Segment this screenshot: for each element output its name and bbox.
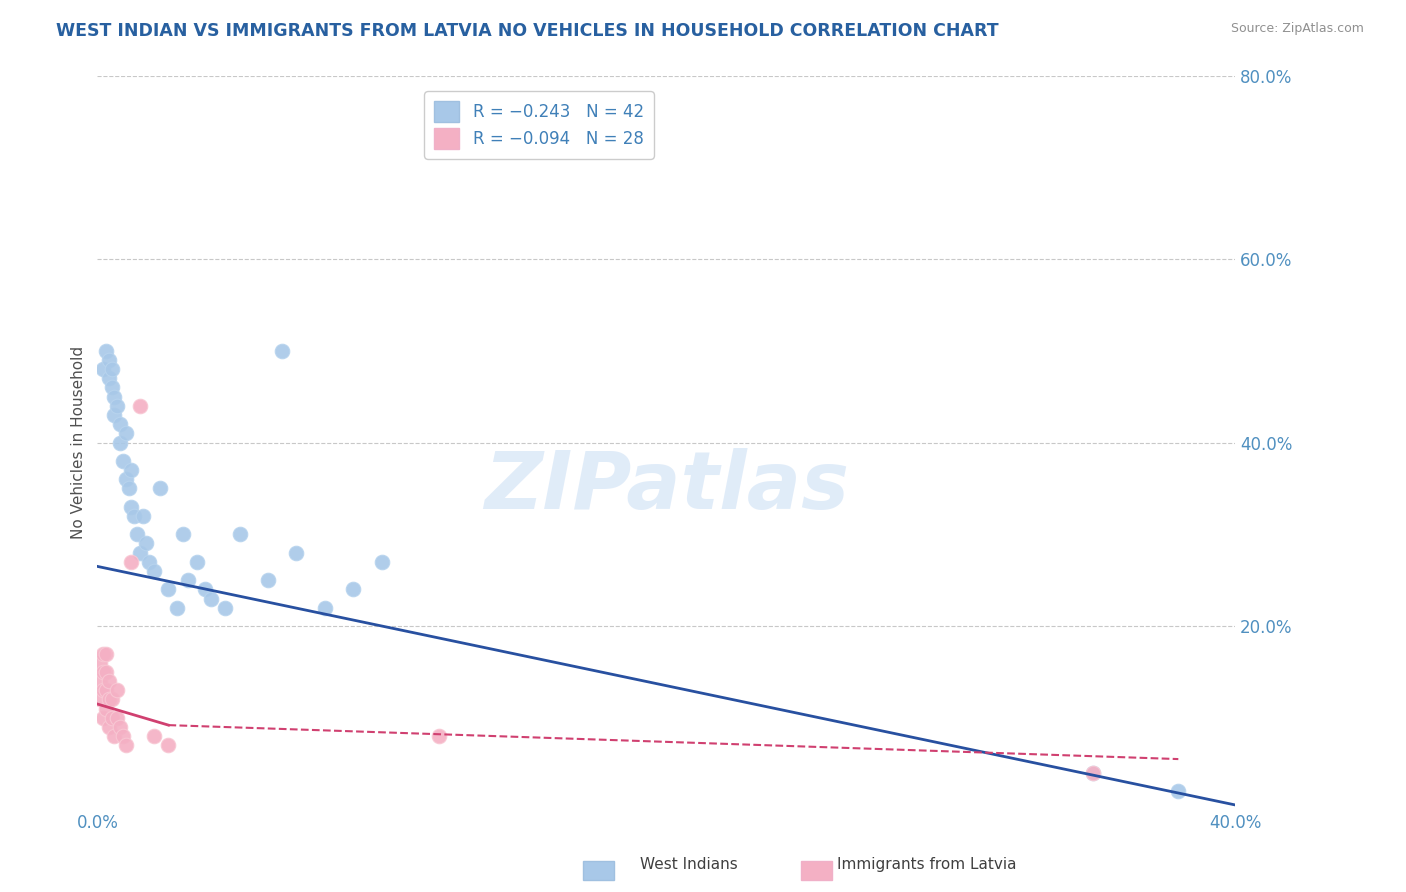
Point <box>100 711 122 725</box>
Point <box>108 435 131 450</box>
Point <box>114 739 136 753</box>
Point <box>143 729 166 743</box>
Point <box>132 508 155 523</box>
Point <box>100 380 122 394</box>
Point <box>214 600 236 615</box>
Point <box>342 582 364 597</box>
Point <box>91 711 114 725</box>
Text: Immigrants from Latvia: Immigrants from Latvia <box>837 857 1017 872</box>
Point <box>186 555 208 569</box>
Point <box>285 546 308 560</box>
Point <box>117 482 139 496</box>
Point <box>166 600 188 615</box>
Point <box>1167 784 1189 798</box>
Point <box>111 729 134 743</box>
Point <box>103 729 125 743</box>
Point <box>89 674 111 689</box>
Point <box>157 739 180 753</box>
Point <box>94 665 117 679</box>
Point <box>172 527 194 541</box>
Point <box>94 647 117 661</box>
Point <box>257 573 280 587</box>
Point <box>271 343 294 358</box>
Point <box>91 683 114 698</box>
Point <box>1081 765 1104 780</box>
Point <box>129 546 152 560</box>
Text: West Indians: West Indians <box>640 857 738 872</box>
Point <box>97 720 120 734</box>
Point <box>200 591 222 606</box>
Point <box>105 399 128 413</box>
Point <box>105 683 128 698</box>
Point <box>149 482 172 496</box>
Point <box>138 555 160 569</box>
Point <box>121 463 143 477</box>
Point <box>135 536 157 550</box>
Point <box>108 417 131 432</box>
Point <box>129 399 152 413</box>
Point <box>228 527 250 541</box>
Point <box>157 582 180 597</box>
Point <box>124 508 146 523</box>
Point <box>100 362 122 376</box>
Text: WEST INDIAN VS IMMIGRANTS FROM LATVIA NO VEHICLES IN HOUSEHOLD CORRELATION CHART: WEST INDIAN VS IMMIGRANTS FROM LATVIA NO… <box>56 22 998 40</box>
Point <box>100 692 122 706</box>
Point <box>143 564 166 578</box>
Point <box>105 711 128 725</box>
Point <box>114 472 136 486</box>
Point <box>1081 765 1104 780</box>
Point <box>111 454 134 468</box>
Point <box>114 426 136 441</box>
Point <box>94 683 117 698</box>
Point <box>108 720 131 734</box>
Point <box>91 647 114 661</box>
Point <box>427 729 450 743</box>
Point <box>194 582 217 597</box>
Text: Source: ZipAtlas.com: Source: ZipAtlas.com <box>1230 22 1364 36</box>
Point <box>103 390 125 404</box>
Point <box>314 600 336 615</box>
Point <box>94 701 117 715</box>
Point <box>121 555 143 569</box>
Point <box>94 343 117 358</box>
Point <box>91 362 114 376</box>
Legend: R = −0.243   N = 42, R = −0.094   N = 28: R = −0.243 N = 42, R = −0.094 N = 28 <box>425 91 654 159</box>
Point <box>177 573 200 587</box>
Point <box>103 408 125 422</box>
Text: ZIPatlas: ZIPatlas <box>484 448 849 525</box>
Point <box>97 353 120 368</box>
Y-axis label: No Vehicles in Household: No Vehicles in Household <box>72 346 86 539</box>
Point <box>91 665 114 679</box>
Point <box>89 656 111 670</box>
Point <box>121 500 143 514</box>
Point <box>89 692 111 706</box>
Point <box>97 692 120 706</box>
Point <box>371 555 394 569</box>
Point <box>127 527 149 541</box>
Point <box>97 371 120 385</box>
Point <box>97 674 120 689</box>
